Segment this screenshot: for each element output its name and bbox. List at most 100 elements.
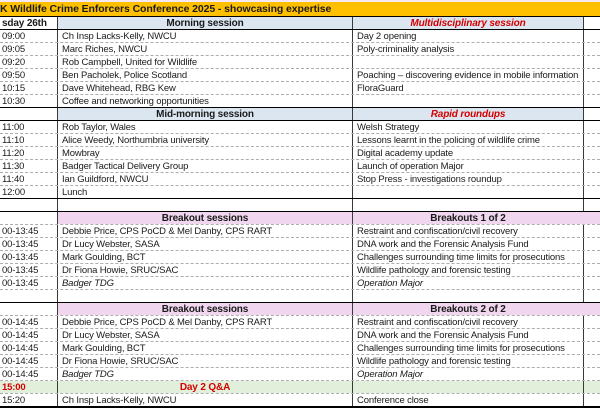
topic-cell[interactable]: FloraGuard [352,82,583,94]
time-cell[interactable]: 11:40 [2,173,25,185]
topic-cell[interactable]: Operation Major [352,368,583,380]
time-cell[interactable]: 00-14:45 [2,342,39,354]
topic-cell[interactable]: DNA work and the Forensic Analysis Fund [352,238,583,250]
edge-cell[interactable] [583,186,600,198]
speaker-cell[interactable]: Dr Lucy Webster, SASA [57,329,352,341]
topic-cell[interactable] [352,381,583,393]
edge-cell[interactable] [583,355,600,367]
time-cell[interactable] [0,199,57,211]
topic-cell[interactable]: Welsh Strategy [352,121,583,133]
speaker-cell[interactable]: Debbie Price, CPS PoCD & Mel Danby, CPS … [57,316,352,328]
speaker-cell[interactable]: Dr Fiona Howie, SRUC/SAC [57,355,352,367]
time-cell[interactable]: 10:30 [2,95,26,107]
breakout-header-cell[interactable]: Breakouts 1 of 2 [352,212,583,224]
time-cell[interactable]: 09:05 [2,43,26,55]
speaker-cell[interactable]: Badger TDG [57,368,352,380]
edge-cell[interactable] [583,251,600,263]
edge-cell[interactable] [583,303,600,315]
speaker-cell[interactable]: Ben Pacholek, Police Scotland [57,69,352,81]
topic-cell[interactable]: Day 2 opening [352,30,583,42]
edge-cell[interactable] [583,134,600,146]
breakout-header-cell[interactable]: Breakout sessions [57,303,352,315]
qa-title-cell[interactable]: Day 2 Q&A [57,381,352,393]
session-header-cell[interactable]: Rapid roundups [352,108,583,120]
time-cell[interactable] [0,303,57,315]
time-cell[interactable]: 00-14:45 [2,316,39,328]
topic-cell[interactable]: Wildlife pathology and forensic testing [352,264,583,276]
speaker-cell[interactable]: Ch Insp Lacks-Kelly, NWCU [57,30,352,42]
time-cell[interactable]: 10:15 [2,82,26,94]
edge-cell[interactable] [583,394,600,406]
speaker-cell[interactable] [57,199,352,211]
edge-cell[interactable] [583,290,600,302]
time-cell[interactable]: 09:00 [2,30,26,42]
edge-cell[interactable] [583,316,600,328]
time-cell[interactable]: 00-13:45 [2,277,39,289]
time-cell[interactable]: 00-13:45 [2,238,39,250]
edge-cell[interactable] [583,329,600,341]
edge-cell[interactable] [583,17,600,29]
session-header-cell[interactable]: Mid-morning session [57,108,352,120]
topic-cell[interactable]: DNA work and the Forensic Analysis Fund [352,329,583,341]
speaker-cell[interactable]: Debbie Price, CPS PoCD & Mel Danby, CPS … [57,225,352,237]
topic-cell[interactable] [352,56,583,68]
edge-cell[interactable] [583,69,600,81]
session-header-cell[interactable]: Morning session [57,17,352,29]
speaker-cell[interactable]: Ch Insp Lacks-Kelly, NWCU [57,394,352,406]
time-cell[interactable]: 00-14:45 [2,329,39,341]
speaker-cell[interactable]: Ian Guildford, NWCU [57,173,352,185]
edge-cell[interactable] [583,342,600,354]
time-cell[interactable]: 00-13:45 [2,264,39,276]
edge-cell[interactable] [583,264,600,276]
conference-title-cell[interactable]: K Wildlife Crime Enforcers Conference 20… [0,2,600,17]
breakout-header-cell[interactable]: Breakout sessions [57,212,352,224]
speaker-cell[interactable]: Dr Fiona Howie, SRUC/SAC [57,264,352,276]
edge-cell[interactable] [583,238,600,250]
session-header-cell[interactable]: Multidisciplinary session [352,17,583,29]
speaker-cell[interactable]: Alice Weedy, Northumbria university [57,134,352,146]
speaker-cell[interactable]: Rob Campbell, United for Wildlife [57,56,352,68]
speaker-cell[interactable]: Lunch [57,186,352,198]
speaker-cell[interactable]: Mark Goulding, BCT [57,342,352,354]
time-cell[interactable]: 11:20 [2,147,25,159]
topic-cell[interactable]: Poaching – discovering evidence in mobil… [352,69,583,81]
speaker-cell[interactable]: Marc Riches, NWCU [57,43,352,55]
edge-cell[interactable] [583,199,600,211]
time-cell[interactable]: 00-13:45 [2,225,39,237]
speaker-cell[interactable]: Badger TDG [57,277,352,289]
time-cell[interactable]: 11:30 [2,160,25,172]
topic-cell[interactable] [352,186,583,198]
edge-cell[interactable] [583,368,600,380]
topic-cell[interactable]: Challenges surrounding time limits for p… [352,342,583,354]
topic-cell[interactable]: Wildlife pathology and forensic testing [352,355,583,367]
edge-cell[interactable] [583,147,600,159]
edge-cell[interactable] [583,277,600,289]
edge-cell[interactable] [583,381,600,393]
edge-cell[interactable] [583,56,600,68]
edge-cell[interactable] [583,95,600,107]
speaker-cell[interactable]: Coffee and networking opportunities [57,95,352,107]
edge-cell[interactable] [583,43,600,55]
edge-cell[interactable] [583,121,600,133]
speaker-cell[interactable] [57,290,352,302]
time-cell[interactable]: 09:20 [2,56,26,68]
topic-cell[interactable]: Digital academy update [352,147,583,159]
speaker-cell[interactable]: Rob Taylor, Wales [57,121,352,133]
topic-cell[interactable]: Launch of operation Major [352,160,583,172]
time-cell[interactable]: 15:00 [0,381,57,393]
topic-cell[interactable]: Lessons learnt in the policing of wildli… [352,134,583,146]
edge-cell[interactable] [583,30,600,42]
topic-cell[interactable]: Challenges surrounding time limits for p… [352,251,583,263]
speaker-cell[interactable]: Mowbray [57,147,352,159]
edge-cell[interactable] [583,212,600,224]
topic-cell[interactable] [352,290,583,302]
time-cell[interactable]: 15:20 [2,394,26,406]
edge-cell[interactable] [583,173,600,185]
time-cell[interactable] [0,290,57,302]
time-cell[interactable] [0,212,57,224]
edge-cell[interactable] [583,82,600,94]
time-cell[interactable]: 00-14:45 [2,355,39,367]
time-cell[interactable]: 12:00 [2,186,26,198]
time-cell[interactable]: 09:50 [2,69,26,81]
topic-cell[interactable]: Stop Press - investigations roundup [352,173,583,185]
